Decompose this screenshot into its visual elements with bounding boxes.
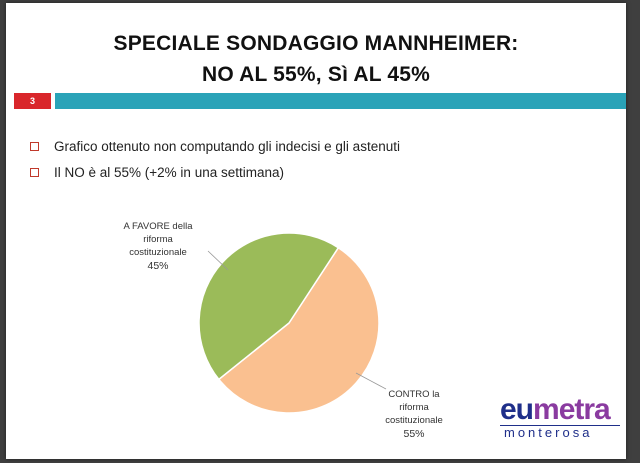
pie-chart: A FAVORE della riforma costituzionale 45…	[124, 221, 443, 440]
label-contro-line-3: costituzionale	[385, 415, 443, 426]
leader-line-contro	[355, 372, 387, 390]
page-number-badge: 3	[14, 93, 51, 109]
label-favore-value: 45%	[147, 260, 168, 272]
label-favore-line-1: A FAVORE della	[124, 221, 194, 232]
bullet-item: Grafico ottenuto non computando gli inde…	[30, 133, 400, 159]
logo-eu: eu	[500, 393, 534, 426]
eumetra-logo: eumetra monterosa	[500, 395, 620, 440]
slice-label-favore: A FAVORE della riforma costituzionale 45…	[124, 221, 194, 272]
logo-monterosa: monterosa	[500, 425, 620, 440]
logo-metra: metra	[533, 393, 611, 426]
leader-line-favore	[207, 250, 229, 271]
label-contro-value: 55%	[403, 428, 424, 440]
label-favore-line-2: riforma	[143, 234, 173, 245]
label-contro-line-1: CONTRO la	[388, 389, 440, 400]
bullet-text: Grafico ottenuto non computando gli inde…	[54, 138, 400, 154]
bullet-text: Il NO è al 55% (+2% in una settimana)	[54, 164, 284, 180]
square-bullet-icon	[30, 167, 39, 177]
square-bullet-icon	[30, 141, 39, 151]
label-contro-line-2: riforma	[399, 402, 429, 413]
header-divider-bar	[55, 93, 626, 109]
label-favore-line-3: costituzionale	[129, 247, 187, 258]
pie-slice-contro	[217, 246, 380, 414]
bullet-list: Grafico ottenuto non computando gli inde…	[30, 133, 400, 185]
slice-label-contro: CONTRO la riforma costituzionale 55%	[385, 389, 443, 440]
title-line-1: SPECIALE SONDAGGIO MANNHEIMER:	[113, 32, 519, 55]
pie-slice-favore	[198, 232, 340, 381]
slide-title: SPECIALE SONDAGGIO MANNHEIMER: NO AL 55%…	[6, 28, 626, 90]
title-line-2: NO AL 55%, Sì AL 45%	[201, 63, 431, 86]
page-number: 3	[29, 96, 35, 106]
bullet-item: Il NO è al 55% (+2% in una settimana)	[30, 159, 400, 185]
slide: SPECIALE SONDAGGIO MANNHEIMER: NO AL 55%…	[6, 3, 626, 459]
